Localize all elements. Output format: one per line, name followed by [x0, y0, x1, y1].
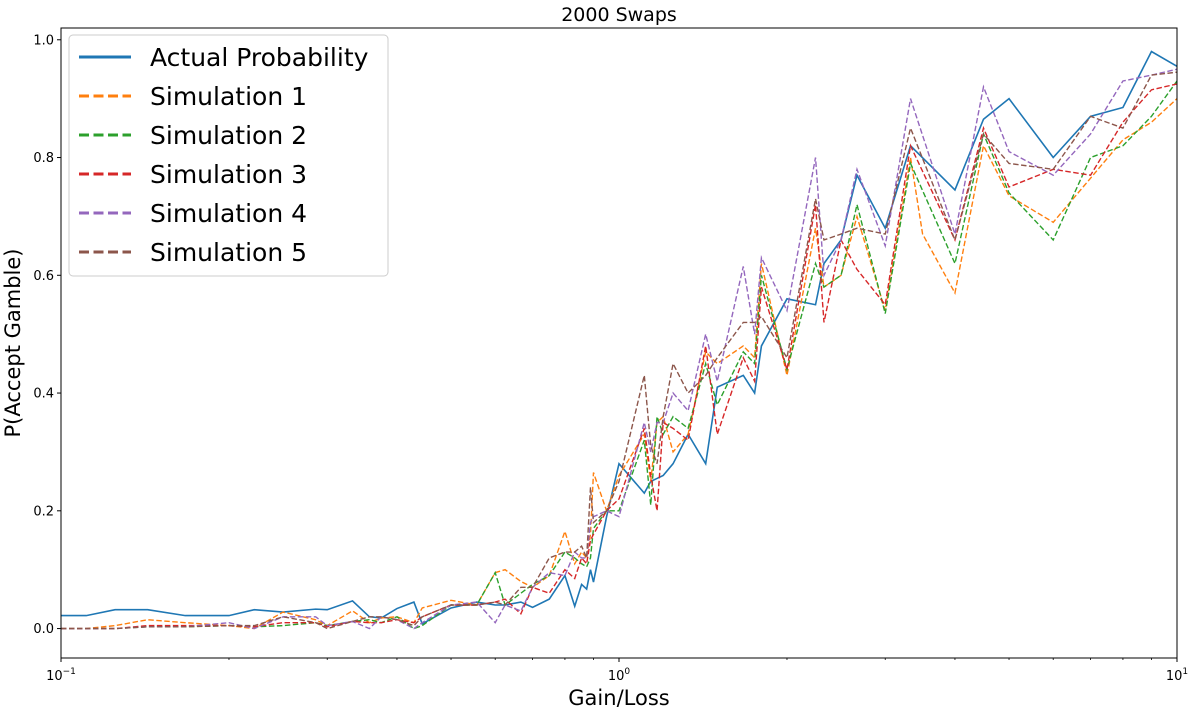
chart-title: 2000 Swaps [561, 4, 677, 26]
legend-label: Actual Probability [150, 43, 369, 72]
legend-label: Simulation 5 [150, 238, 307, 267]
legend-label: Simulation 2 [150, 121, 307, 150]
legend-box [68, 34, 389, 277]
axis-ticks: 0.0 0.2 0.4 0.6 0.8 1.0 10−1 100 101 [33, 33, 1188, 684]
series-line-simulation-2 [61, 80, 1178, 630]
y-tick-label: 1.0 [33, 33, 54, 48]
x-tick-label: 101 [1166, 667, 1188, 684]
y-axis-label: P(Accept Gamble) [1, 249, 25, 438]
series-line-simulation-4 [61, 68, 1178, 630]
series-line-actual-probability [61, 50, 1178, 625]
series-line-simulation-3 [61, 83, 1178, 630]
y-tick-label: 0.6 [33, 269, 54, 284]
y-tick-label: 0.2 [33, 504, 54, 519]
x-axis-label: Gain/Loss [568, 686, 669, 709]
legend-label: Simulation 3 [150, 160, 307, 189]
legend-label: Simulation 4 [150, 199, 307, 228]
legend: Actual Probability Simulation 1 Simulation… [68, 34, 389, 277]
series-line-simulation-1 [61, 98, 1178, 630]
y-tick-label: 0.8 [33, 151, 54, 166]
legend-label: Simulation 1 [150, 82, 307, 111]
y-tick-label: 0.0 [33, 622, 54, 637]
series-lines [61, 50, 1178, 630]
x-tick-label: 10−1 [46, 667, 76, 684]
series-line-simulation-5 [61, 71, 1178, 630]
x-tick-label: 100 [608, 667, 631, 684]
y-tick-label: 0.4 [33, 387, 54, 402]
